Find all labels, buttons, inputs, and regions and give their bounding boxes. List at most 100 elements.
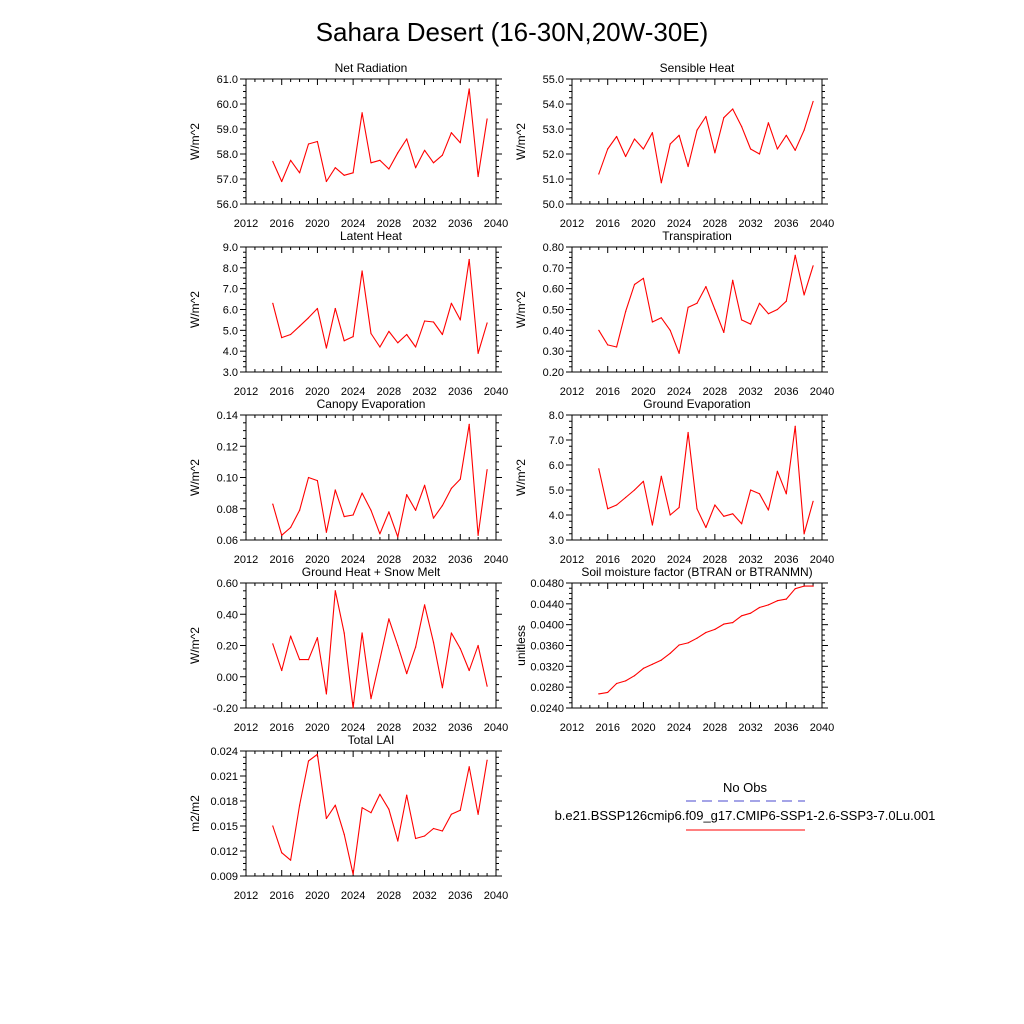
data-point <box>343 340 345 342</box>
data-point <box>651 663 654 665</box>
data-point <box>776 600 779 602</box>
y-tick-label: 56.0 <box>217 199 238 211</box>
data-point <box>424 149 426 151</box>
data-point <box>767 313 770 315</box>
data-point <box>687 306 689 308</box>
y-tick-label: 53.0 <box>543 124 564 136</box>
data-point <box>486 685 488 687</box>
x-tick-label: 2036 <box>448 722 472 734</box>
x-tick-label: 2040 <box>484 554 508 566</box>
x-tick-label: 2020 <box>305 386 329 398</box>
data-point <box>432 162 435 164</box>
x-tick-label: 2020 <box>305 722 329 734</box>
panel-title: Canopy Evaporation <box>317 397 426 411</box>
data-point <box>459 809 461 811</box>
data-point <box>290 859 292 861</box>
data-point <box>307 317 310 319</box>
data-point <box>812 265 814 267</box>
data-point <box>415 167 417 169</box>
y-tick-label: 0.30 <box>543 346 564 358</box>
data-point <box>723 117 725 119</box>
data-point <box>290 635 292 637</box>
x-tick-label: 2016 <box>269 890 293 902</box>
data-point <box>794 425 796 427</box>
x-tick-label: 2012 <box>560 554 584 566</box>
x-tick-label: 2040 <box>810 218 834 230</box>
x-tick-label: 2036 <box>774 218 798 230</box>
data-point <box>687 431 689 434</box>
data-point <box>696 129 698 131</box>
plot-frame <box>571 414 823 541</box>
y-tick-label: 52.0 <box>543 149 564 161</box>
data-point <box>812 100 814 103</box>
data-point <box>397 152 399 154</box>
x-tick-label: 2028 <box>703 722 727 734</box>
data-point <box>361 270 363 272</box>
data-point <box>758 493 761 495</box>
y-axis-label: W/m^2 <box>514 123 528 160</box>
data-point <box>803 294 805 296</box>
y-axis-label: W/m^2 <box>514 459 528 496</box>
panel-2: Sensible Heat W/m^2 2012 2016 2020 2024 2028 20… <box>514 61 834 230</box>
y-tick-label: 0.06 <box>217 535 238 547</box>
y-axis-label: W/m^2 <box>188 123 202 160</box>
data-point <box>424 484 426 486</box>
x-tick-label: 2012 <box>234 386 258 398</box>
data-point <box>352 873 354 875</box>
x-tick-label: 2016 <box>269 554 293 566</box>
y-tick-label: 0.00 <box>217 672 238 684</box>
y-axis-label: W/m^2 <box>188 627 202 664</box>
data-point <box>370 812 372 814</box>
panel-title: Transpiration <box>662 229 732 243</box>
figure-title: Sahara Desert (16-30N,20W-30E) <box>316 17 709 47</box>
data-point <box>696 637 698 639</box>
data-point <box>316 637 318 639</box>
data-point <box>361 807 363 809</box>
data-point <box>290 526 292 529</box>
series-line <box>272 753 488 875</box>
legend-obs-label: No Obs <box>723 780 768 795</box>
data-point <box>767 122 770 124</box>
data-point <box>642 667 645 670</box>
x-tick-label: 2024 <box>341 722 365 734</box>
data-point <box>678 506 680 509</box>
data-point <box>281 337 283 339</box>
data-point <box>758 302 761 304</box>
data-point <box>397 644 399 647</box>
data-point <box>299 172 301 174</box>
panel-4: Transpiration W/m^2 2012 2016 2020 2024 2028 20… <box>514 229 834 398</box>
data-point <box>776 148 779 150</box>
data-point <box>388 330 390 332</box>
x-tick-label: 2036 <box>448 386 472 398</box>
data-point <box>468 258 470 261</box>
data-point <box>750 148 752 150</box>
plot-frame <box>245 414 497 541</box>
y-tick-label: 6.0 <box>549 460 564 472</box>
data-point <box>633 675 636 677</box>
data-point <box>343 833 345 835</box>
panel-1: Net Radiation W/m^2 2012 2016 2020 2024 2028 20… <box>188 61 508 230</box>
y-tick-label: 0.60 <box>543 284 564 296</box>
x-tick-label: 2036 <box>448 218 472 230</box>
x-tick-label: 2012 <box>234 554 258 566</box>
data-point <box>633 283 636 286</box>
panel-title: Ground Heat + Snow Melt <box>302 565 441 579</box>
x-tick-label: 2040 <box>484 386 508 398</box>
x-tick-label: 2032 <box>738 722 762 734</box>
data-point <box>388 808 390 810</box>
data-point <box>406 333 408 336</box>
panel-title: Soil moisture factor (BTRAN or BTRANMN) <box>581 565 812 579</box>
y-tick-label: 54.0 <box>543 99 564 111</box>
data-point <box>370 162 372 164</box>
data-point <box>669 329 671 331</box>
y-tick-label: 7.0 <box>549 435 564 447</box>
data-point <box>687 165 689 168</box>
x-tick-label: 2020 <box>631 554 655 566</box>
panel-title: Ground Evaporation <box>643 397 750 411</box>
data-point <box>307 760 310 762</box>
x-tick-label: 2028 <box>703 554 727 566</box>
x-tick-label: 2036 <box>448 890 472 902</box>
series-line <box>272 423 488 538</box>
data-point <box>272 825 274 827</box>
